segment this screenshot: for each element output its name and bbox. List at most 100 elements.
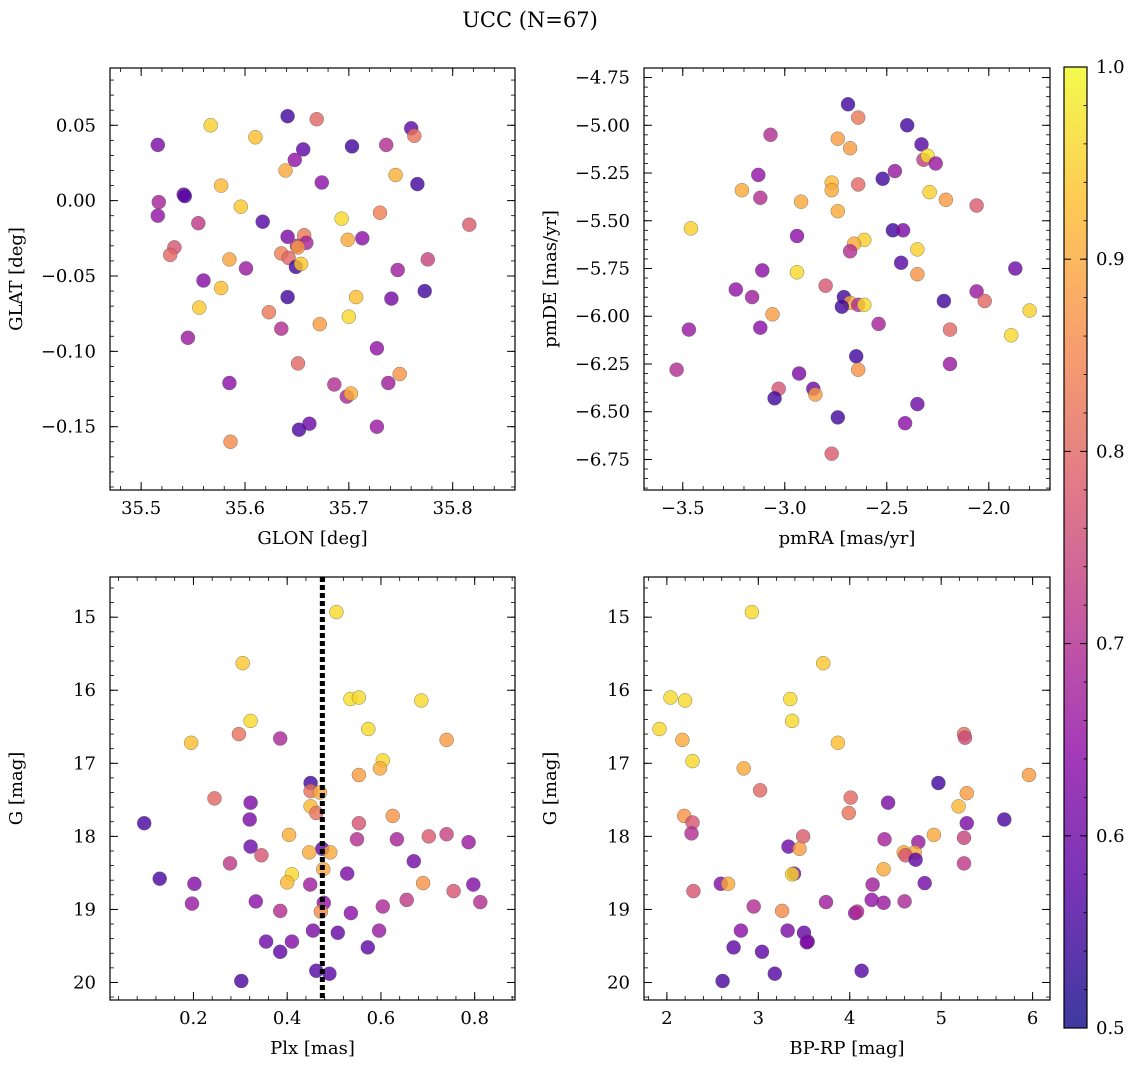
scatter-point [399,892,414,908]
scatter-point [389,832,405,847]
y-tick-label: 16 [607,680,630,701]
scatter-point [683,221,699,236]
scatter-point [242,812,257,827]
scatter-point [1008,261,1023,276]
scatter-point [677,693,693,708]
scatter-point [795,829,811,844]
scatter-point [415,875,431,891]
scatter-point [720,876,736,891]
scatter-point [715,973,730,989]
x-tick-label: 35.5 [121,498,161,519]
y-tick-label: 15 [73,607,96,628]
x-tick-label: 0.4 [273,1008,302,1029]
scatter-point [877,832,892,847]
scatter-point [334,211,349,226]
y-tick-label: −5.25 [575,163,630,184]
scatter-point [375,899,390,914]
scatter-point [816,656,831,671]
scatter-point [248,130,263,145]
scatter-point [213,280,229,296]
axes-frame [643,576,1051,1001]
x-tick-label: 4 [844,1008,855,1029]
scatter-point [754,944,770,959]
y-tick-label: 16 [73,680,96,701]
scatter-point [669,362,684,377]
panel-bottom-right: 2 3 4 5 6 15 16 17 18 19 20 BP-RP [mag] G [mag] [540,576,1051,1059]
scatter-point [736,761,751,776]
scatter-point [355,231,370,246]
scatter-point [349,832,365,847]
scatter-point [818,894,834,910]
scatter-point [849,349,864,364]
scatter-point [926,827,942,843]
scatter-point [851,110,866,125]
y-axis-label: G [mag] [540,752,561,825]
scatter-point [314,175,329,190]
scatter-point [196,273,211,288]
scatter-point [784,713,800,729]
scatter-point [231,726,247,742]
scatter-point [851,362,866,377]
scatter-point [765,307,780,322]
scatter-point [652,721,667,737]
scatter-point [290,356,306,371]
x-tick-label: 35.6 [225,498,265,519]
scatter-point [152,871,167,886]
y-tick-label: −5.00 [575,115,630,136]
scatter-point [312,317,327,332]
scatter-point [384,291,399,306]
panel-top-left: 35.5 35.6 35.7 35.8 0.05 0.00 −0.05 −0.10 −0.15 G… [6,67,516,549]
y-tick-label: 20 [73,972,96,993]
y-tick-label: 18 [607,826,630,847]
y-tick-label: 19 [73,899,96,920]
scatter-point [746,899,761,914]
x-tick-label: 35.8 [433,498,473,519]
scatter-point [857,297,872,312]
scatter-point [303,877,318,892]
scatter-point [685,753,700,769]
x-tick-label: 6 [1027,1008,1038,1029]
scatter-point [361,721,376,737]
scatter-point [203,118,218,133]
x-tick-label: −2.5 [865,498,909,519]
axes-frame [643,67,1051,491]
scatter-point [1021,767,1037,783]
scatter-point [865,877,880,892]
scatter-point [414,693,429,708]
scatter-point [235,656,250,671]
scatter-point [959,816,974,831]
scatter-point [340,232,355,247]
colorbar-tick-label: 0.5 [1096,1018,1125,1039]
scatter-point [369,341,385,356]
panel-bottom-left: 0.2 0.4 0.6 0.8 15 16 17 18 19 20 Plx [mas] G [mag] [6,576,516,1059]
scatter-point [728,282,743,297]
scatter-point [360,940,375,955]
scatter-point [843,790,858,805]
scatter-point [254,848,269,863]
scatter-point [284,934,300,949]
scatter-point [281,827,297,843]
y-tick-label: −0.10 [41,341,96,362]
scatter-point [473,894,488,910]
scatter-point [763,127,778,142]
scatter-point [369,419,385,434]
scatter-point [341,309,356,324]
y-tick-label: 15 [607,607,630,628]
scatter-point [177,188,192,204]
scatter-point [997,812,1012,827]
scatter-point [851,177,866,192]
scatter-point [255,214,270,229]
scatter-point [928,156,943,171]
y-tick-label: 17 [607,753,630,774]
scatter-point [213,178,229,193]
scatter-point [372,761,388,776]
scatter-point [385,808,400,824]
scatter-point [280,875,295,890]
scatter-point [767,966,782,981]
scatter-point [351,767,367,783]
scatter-point [340,866,355,881]
scatter-point [726,940,741,955]
scatter-point [1022,303,1037,318]
scatter-point [808,387,823,402]
scatter-point [842,244,858,259]
